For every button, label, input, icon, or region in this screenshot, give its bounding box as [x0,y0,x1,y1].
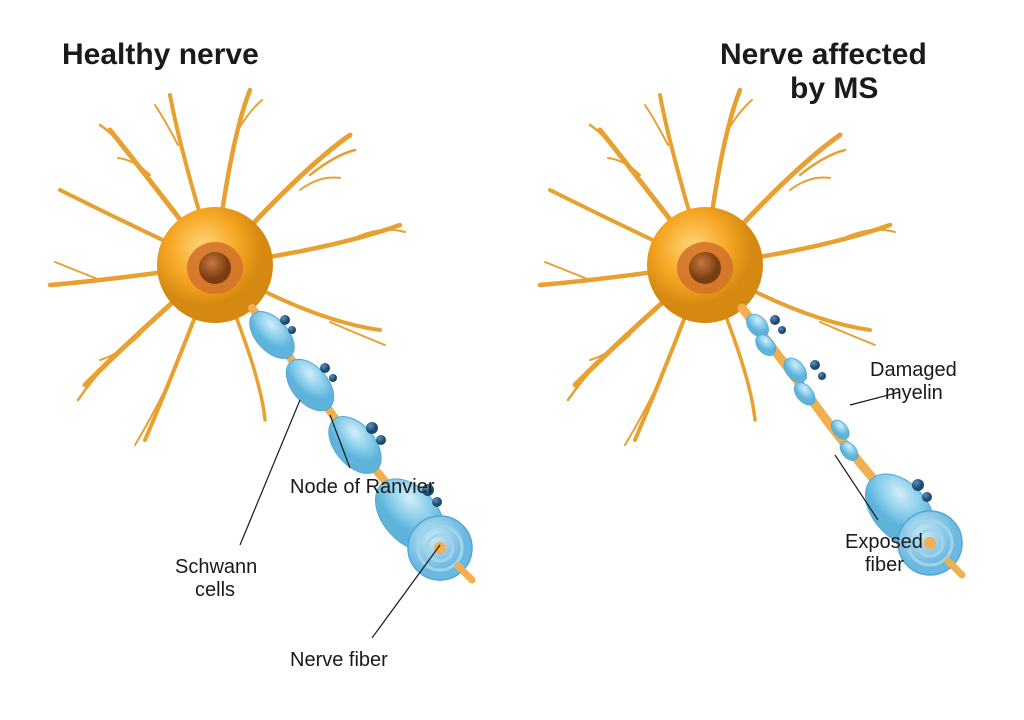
nucleus-ms [689,252,721,284]
title-ms-line2: by MS [790,72,878,106]
label-exposed-fiber-l1: Exposed [845,530,923,554]
title-healthy: Healthy nerve [62,38,259,72]
label-damaged-myelin-l1: Damaged [870,358,957,382]
label-damaged-myelin-l2: myelin [885,381,943,405]
nucleus-healthy [199,252,231,284]
label-schwann-l1: Schwann [175,555,257,579]
label-exposed-fiber-l2: fiber [865,553,904,577]
ms-neuron [540,90,962,575]
title-ms-line1: Nerve affected [720,38,927,72]
label-nerve-fiber: Nerve fiber [290,648,388,672]
label-schwann-l2: cells [195,578,235,602]
label-node-of-ranvier: Node of Ranvier [290,475,435,499]
healthy-neuron [50,90,472,580]
schwann-nodes-ms [770,315,932,502]
